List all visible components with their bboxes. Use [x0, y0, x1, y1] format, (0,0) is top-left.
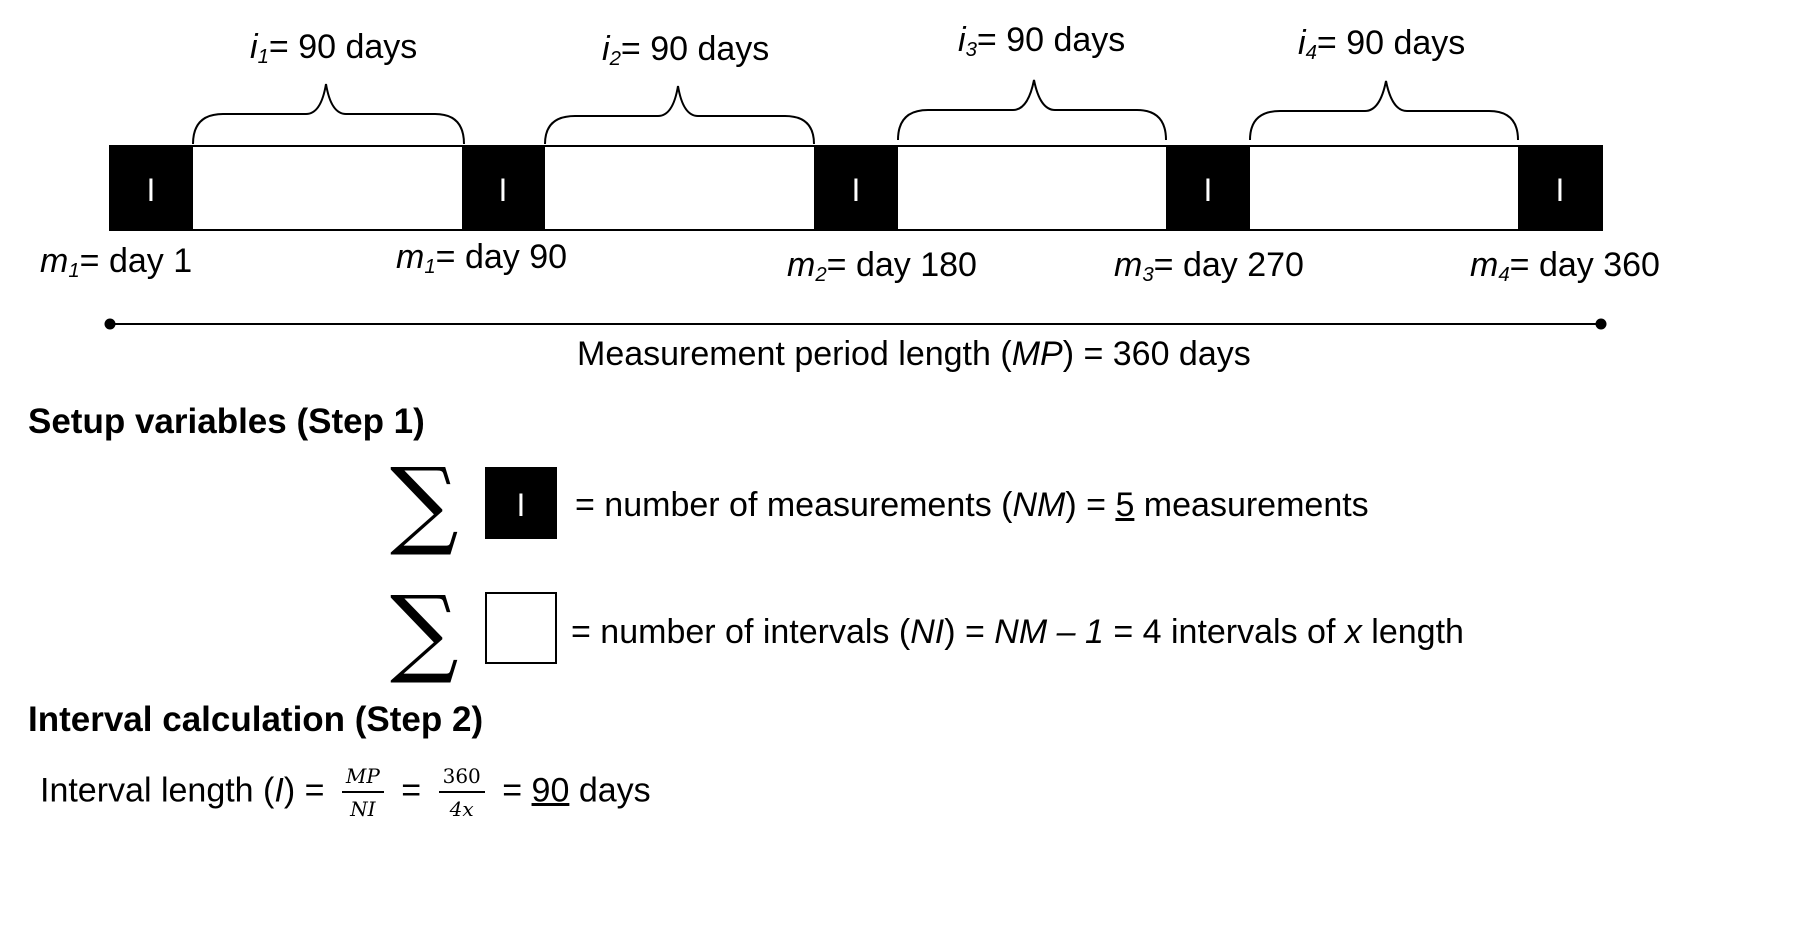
sigma-icon: ∑ — [390, 575, 459, 687]
timeline-diagram: I I I I I — [104, 79, 1607, 330]
measurement-block: I — [110, 146, 193, 230]
interval-brace — [544, 85, 815, 145]
measurement-label: m4= day 360 — [1470, 246, 1660, 287]
measurement-label: m1= day 90 — [396, 238, 568, 279]
interval-label: i3= 90 days — [958, 21, 1126, 62]
measurement-block-legend: I — [485, 467, 557, 539]
svg-text:I: I — [517, 487, 526, 523]
svg-text:I: I — [499, 172, 508, 208]
measurement-label: m3= day 270 — [1114, 246, 1304, 287]
measurement-block: I — [1518, 146, 1602, 230]
interval-brace — [192, 83, 465, 145]
interval-block-legend — [485, 592, 557, 664]
interval-length-formula: Interval length (I) = MP NI = 360 4x = 90 … — [40, 764, 651, 821]
sigma-icon: ∑ — [390, 447, 459, 559]
interval-label: i1= 90 days — [250, 28, 418, 69]
interval-brace — [1249, 80, 1519, 141]
measurement-label: m2= day 180 — [787, 246, 977, 287]
measurement-block: I — [1166, 146, 1250, 230]
step2-heading: Interval calculation (Step 2) — [28, 700, 484, 739]
measurement-block: I — [814, 146, 898, 230]
svg-text:I: I — [852, 172, 861, 208]
period-endpoint — [1595, 318, 1607, 330]
step1-heading: Setup variables (Step 1) — [28, 402, 425, 441]
interval-label: i2= 90 days — [602, 30, 770, 71]
interval-brace — [897, 79, 1167, 141]
svg-text:I: I — [1204, 172, 1213, 208]
measurement-label: m1= day 1 — [40, 242, 193, 283]
measurement-block: I — [462, 146, 545, 230]
fraction-360-4x: 360 4x — [438, 764, 485, 821]
fraction-mp-ni: MP NI — [341, 764, 384, 821]
measurements-count-text: = number of measurements (NM) = 5 measur… — [575, 486, 1369, 524]
period-endpoint — [104, 318, 116, 330]
svg-text:I: I — [147, 172, 156, 208]
period-label: Measurement period length (MP) = 360 day… — [577, 335, 1251, 373]
interval-label: i4= 90 days — [1298, 24, 1466, 65]
intervals-count-text: = number of intervals (NI) = NM – 1 = 4 … — [571, 613, 1464, 651]
svg-text:I: I — [1556, 172, 1565, 208]
